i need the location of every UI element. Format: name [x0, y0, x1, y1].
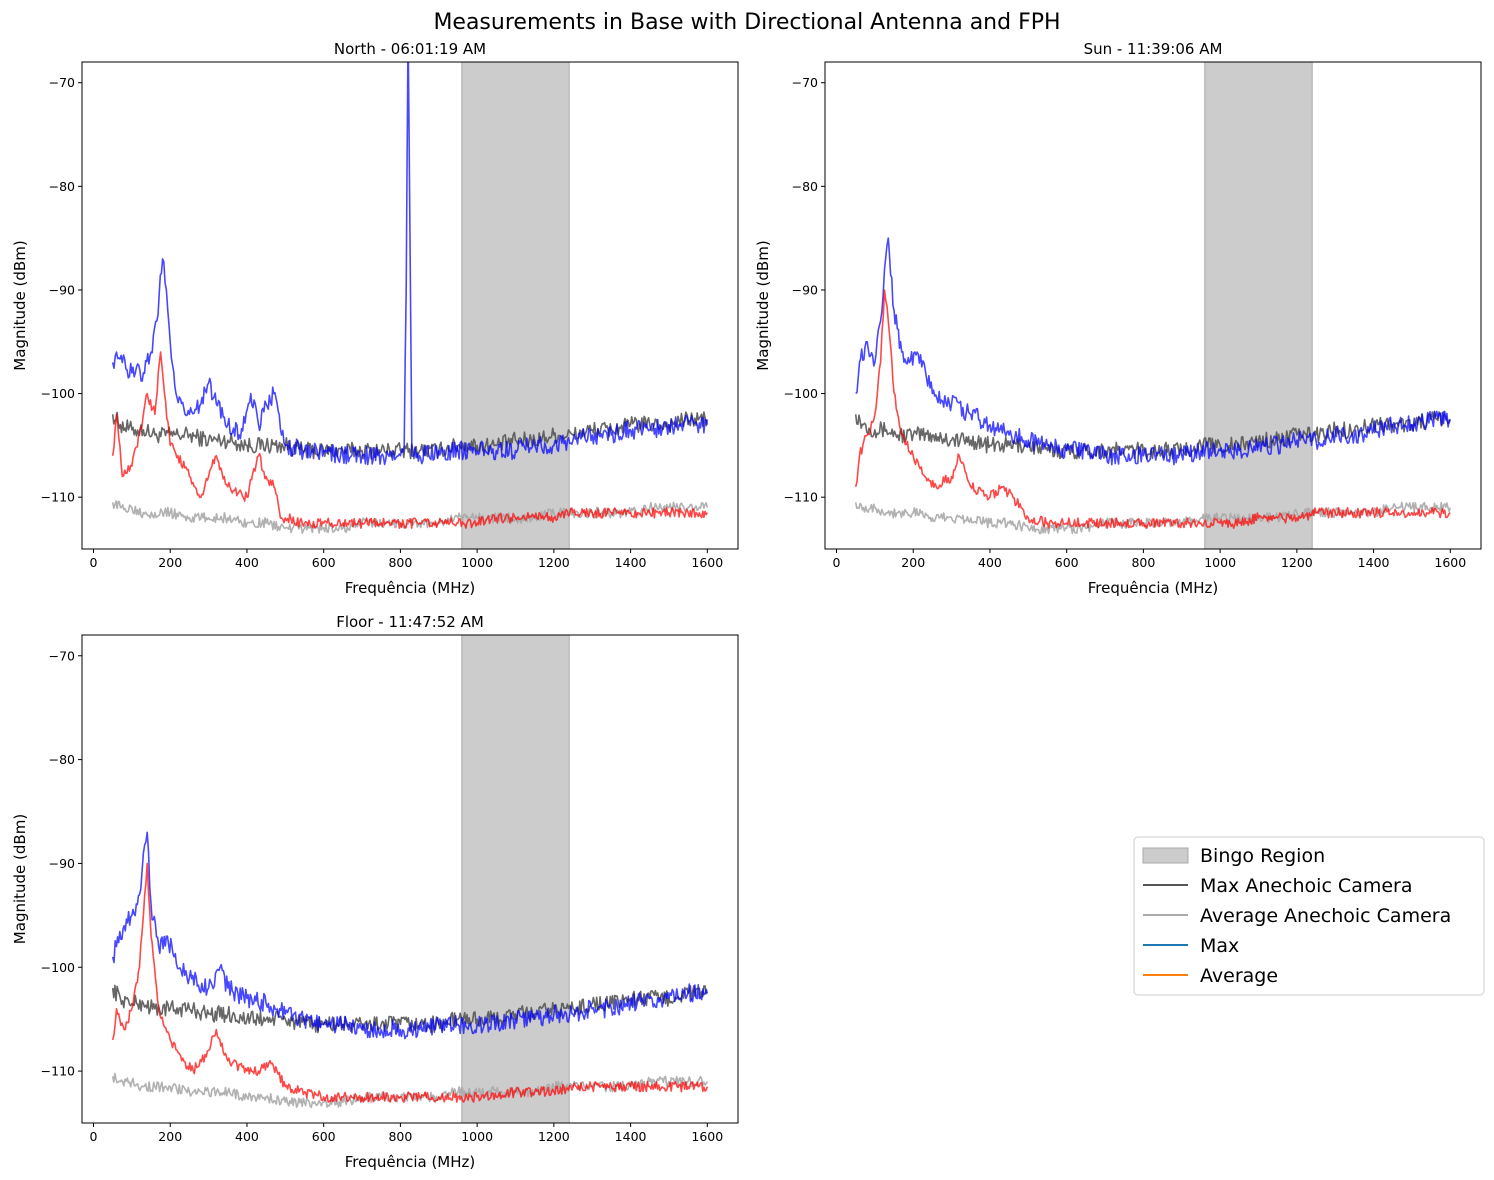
legend-label: Average Anechoic Camera: [1200, 905, 1451, 927]
x-tick-label: 800: [1131, 555, 1155, 570]
chart-title: Sun - 11:39:06 AM: [1084, 40, 1223, 58]
x-tick-label: 1000: [461, 1129, 493, 1144]
chart-title: Floor - 11:47:52 AM: [336, 613, 484, 631]
x-tick-label: 1200: [538, 1129, 570, 1144]
x-tick-label: 600: [312, 555, 336, 570]
y-tick-label: −110: [41, 1064, 75, 1079]
series-group: [111, 831, 709, 1109]
x-tick-label: 1200: [1281, 555, 1313, 570]
x-tick-label: 1600: [1434, 555, 1466, 570]
y-axis-label: Magnitude (dBm): [754, 240, 772, 370]
legend-label: Average: [1200, 965, 1278, 987]
y-tick-label: −70: [49, 648, 75, 663]
y-tick-label: −80: [49, 752, 75, 767]
x-tick-label: 400: [235, 555, 259, 570]
y-axis-label: Magnitude (dBm): [11, 240, 29, 370]
y-axis-label: Magnitude (dBm): [11, 814, 29, 944]
chart-panel-2: 0 200 400 600 800 1000 1200 1400 1600 −110 −100 −90…: [754, 40, 1482, 597]
x-tick-label: 1600: [691, 555, 723, 570]
axes-frame: [824, 61, 1482, 550]
x-tick-label: 1000: [1204, 555, 1236, 570]
legend-item: Max Anechoic Camera: [1143, 875, 1413, 897]
legend-item: Average: [1143, 965, 1278, 987]
x-tick-label: 0: [90, 555, 98, 570]
series-line-max: [111, 831, 709, 1040]
y-tick-label: −70: [49, 75, 75, 90]
x-tick-label: 0: [90, 1129, 98, 1144]
series-line-average: [111, 862, 709, 1103]
legend-label: Max Anechoic Camera: [1200, 875, 1413, 897]
legend-item: Max: [1143, 935, 1239, 957]
series-line-avg-anechoic: [111, 1072, 709, 1109]
series-group: [854, 237, 1452, 535]
x-axis-label: Frequência (MHz): [345, 579, 476, 597]
x-tick-label: 1400: [615, 555, 647, 570]
y-tick-label: −100: [784, 386, 818, 401]
series-line-average: [854, 289, 1451, 530]
y-tick-label: −110: [41, 490, 75, 505]
x-tick-label: 1600: [691, 1129, 723, 1144]
x-tick-label: 600: [1055, 555, 1079, 570]
x-tick-label: 200: [158, 1129, 182, 1144]
y-tick-label: −110: [784, 490, 818, 505]
x-axis-label: Frequência (MHz): [345, 1153, 476, 1171]
x-tick-label: 200: [158, 555, 182, 570]
series-line-avg-anechoic: [854, 501, 1452, 535]
x-tick-label: 1200: [538, 555, 570, 570]
legend-item: Bingo Region: [1142, 845, 1325, 867]
x-tick-label: 800: [388, 1129, 412, 1144]
x-tick-label: 1400: [615, 1129, 647, 1144]
y-tick-label: −90: [792, 282, 818, 297]
series-group: [111, 62, 709, 535]
y-tick-label: −70: [792, 75, 818, 90]
y-tick-label: −90: [49, 856, 75, 871]
x-tick-label: 0: [833, 555, 841, 570]
figure-title: Measurements in Base with Directional An…: [433, 10, 1060, 35]
series-line-average: [111, 351, 708, 530]
y-tick-label: −90: [49, 282, 75, 297]
series-line-max: [111, 62, 709, 466]
series-line-max-anechoic: [854, 410, 1452, 460]
x-tick-label: 1000: [461, 555, 493, 570]
legend-label: Max: [1200, 935, 1239, 957]
chart-title: North - 06:01:19 AM: [334, 40, 486, 58]
series-line-max: [855, 237, 1451, 466]
bingo-region-band: [1204, 61, 1313, 550]
axes-frame: [81, 634, 739, 1124]
x-tick-label: 400: [978, 555, 1002, 570]
y-tick-label: −80: [49, 179, 75, 194]
bingo-region-band: [461, 634, 570, 1124]
legend-box: [1133, 836, 1485, 996]
y-tick-label: −100: [41, 960, 75, 975]
chart-panel-3: 0 200 400 600 800 1000 1200 1400 1600 −110 −100 −90…: [11, 613, 739, 1171]
x-tick-label: 800: [388, 555, 412, 570]
panels: 0 200 400 600 800 1000 1200 1400 1600 −110 −100 −90…: [11, 40, 1482, 1171]
y-tick-label: −80: [792, 179, 818, 194]
legend-item: Average Anechoic Camera: [1143, 905, 1451, 927]
legend-label: Bingo Region: [1200, 845, 1325, 867]
legend-patch: [1142, 847, 1189, 864]
x-tick-label: 600: [312, 1129, 336, 1144]
x-tick-label: 200: [901, 555, 925, 570]
bingo-region-band: [461, 61, 570, 550]
x-axis-label: Frequência (MHz): [1088, 579, 1219, 597]
legend: Bingo Region Max Anechoic Camera Average A…: [1133, 836, 1485, 996]
chart-panel-1: 0 200 400 600 800 1000 1200 1400 1600 −110 −100 −90…: [11, 40, 739, 597]
y-tick-label: −100: [41, 386, 75, 401]
x-tick-label: 400: [235, 1129, 259, 1144]
axes-frame: [81, 61, 739, 550]
series-line-avg-anechoic: [111, 500, 709, 535]
x-tick-label: 1400: [1358, 555, 1390, 570]
